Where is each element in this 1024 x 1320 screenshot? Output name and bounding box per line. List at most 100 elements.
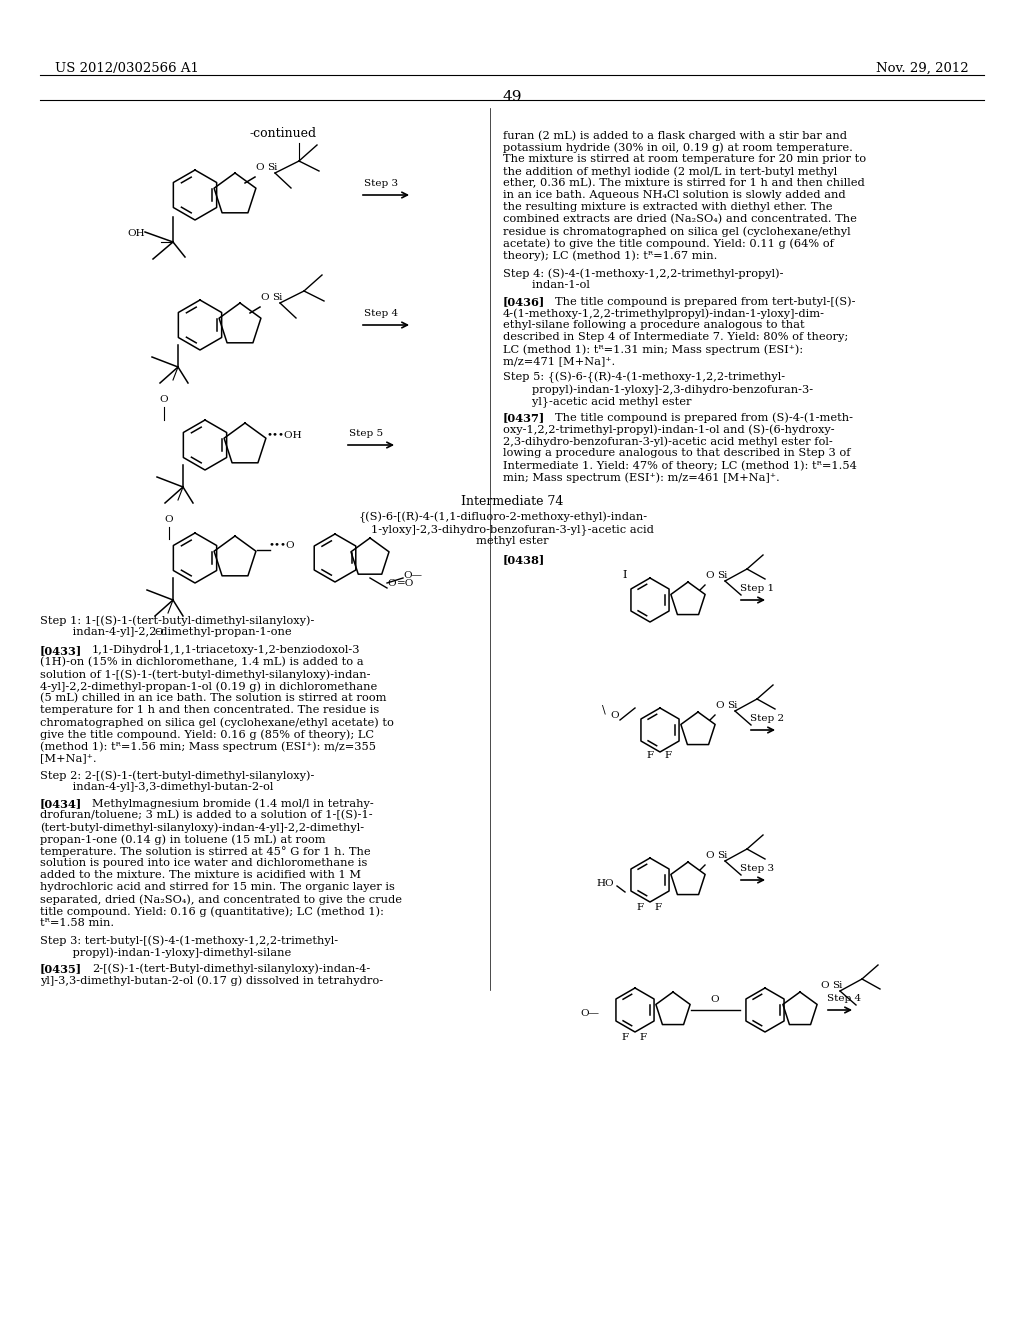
Text: I: I [623, 570, 628, 579]
Text: temperature. The solution is stirred at 45° G for 1 h. The: temperature. The solution is stirred at … [40, 846, 371, 857]
Text: Intermediate 74: Intermediate 74 [461, 495, 563, 508]
Text: m/z=471 [M+Na]⁺.: m/z=471 [M+Na]⁺. [503, 356, 615, 366]
Text: O—: O— [581, 1008, 599, 1018]
Text: \: \ [602, 704, 606, 714]
Text: combined extracts are dried (Na₂SO₄) and concentrated. The: combined extracts are dried (Na₂SO₄) and… [503, 214, 857, 224]
Text: Si: Si [717, 851, 727, 861]
Text: O: O [705, 572, 714, 579]
Text: indan-4-yl]-2,2-dimethyl-propan-1-one: indan-4-yl]-2,2-dimethyl-propan-1-one [40, 627, 292, 638]
Text: (method 1): tᴿ=1.56 min; Mass spectrum (ESI⁺): m/z=355: (method 1): tᴿ=1.56 min; Mass spectrum (… [40, 741, 376, 751]
Text: (5 mL) chilled in an ice bath. The solution is stirred at room: (5 mL) chilled in an ice bath. The solut… [40, 693, 386, 704]
Text: The title compound is prepared from (S)-4-(1-meth-: The title compound is prepared from (S)-… [555, 412, 853, 422]
Text: solution of 1-[(S)-1-(tert-butyl-dimethyl-silanyloxy)-indan-: solution of 1-[(S)-1-(tert-butyl-dimethy… [40, 669, 371, 680]
Text: propyl)-indan-1-yloxy]-2,3-dihydro-benzofuran-3-: propyl)-indan-1-yloxy]-2,3-dihydro-benzo… [503, 384, 813, 395]
Text: drofuran/toluene; 3 mL) is added to a solution of 1-[(S)-1-: drofuran/toluene; 3 mL) is added to a so… [40, 810, 373, 820]
Text: F: F [646, 751, 653, 760]
Text: Si: Si [272, 293, 283, 302]
Text: O: O [155, 628, 163, 638]
Text: [0436]: [0436] [503, 296, 545, 308]
Text: F: F [654, 903, 662, 912]
Text: •••OH: •••OH [267, 430, 303, 440]
Text: (tert-butyl-dimethyl-silanyloxy)-indan-4-yl]-2,2-dimethyl-: (tert-butyl-dimethyl-silanyloxy)-indan-4… [40, 822, 365, 833]
Text: LC (method 1): tᴿ=1.31 min; Mass spectrum (ESI⁺):: LC (method 1): tᴿ=1.31 min; Mass spectru… [503, 345, 803, 355]
Text: O: O [705, 851, 714, 861]
Text: the resulting mixture is extracted with diethyl ether. The: the resulting mixture is extracted with … [503, 202, 833, 213]
Text: separated, dried (Na₂SO₄), and concentrated to give the crude: separated, dried (Na₂SO₄), and concentra… [40, 894, 402, 904]
Text: give the title compound. Yield: 0.16 g (85% of theory); LC: give the title compound. Yield: 0.16 g (… [40, 729, 374, 739]
Text: The mixture is stirred at room temperature for 20 min prior to: The mixture is stirred at room temperatu… [503, 154, 866, 164]
Text: ethyl-silane following a procedure analogous to that: ethyl-silane following a procedure analo… [503, 319, 805, 330]
Text: 4-(1-methoxy-1,2,2-trimethylpropyl)-indan-1-yloxy]-dim-: 4-(1-methoxy-1,2,2-trimethylpropyl)-inda… [503, 308, 825, 318]
Text: -continued: -continued [250, 127, 317, 140]
Text: potassium hydride (30% in oil, 0.19 g) at room temperature.: potassium hydride (30% in oil, 0.19 g) a… [503, 143, 853, 153]
Text: [0437]: [0437] [503, 412, 545, 422]
Text: {(S)-6-[(R)-4-(1,1-difluoro-2-methoxy-ethyl)-indan-: {(S)-6-[(R)-4-(1,1-difluoro-2-methoxy-et… [358, 512, 647, 523]
Text: Si: Si [727, 701, 737, 710]
Text: O: O [387, 578, 395, 587]
Text: described in Step 4 of Intermediate 7. Yield: 80% of theory;: described in Step 4 of Intermediate 7. Y… [503, 333, 848, 342]
Text: chromatographed on silica gel (cyclohexane/ethyl acetate) to: chromatographed on silica gel (cyclohexa… [40, 717, 394, 727]
Text: 4-yl]-2,2-dimethyl-propan-1-ol (0.19 g) in dichloromethane: 4-yl]-2,2-dimethyl-propan-1-ol (0.19 g) … [40, 681, 377, 692]
Text: Si: Si [717, 572, 727, 579]
Text: Step 1: Step 1 [740, 583, 774, 593]
Text: lowing a procedure analogous to that described in Step 3 of: lowing a procedure analogous to that des… [503, 447, 851, 458]
Text: acetate) to give the title compound. Yield: 0.11 g (64% of: acetate) to give the title compound. Yie… [503, 238, 834, 248]
Text: 1,1-Dihydro-1,1,1-triacetoxy-1,2-benziodoxol-3: 1,1-Dihydro-1,1,1-triacetoxy-1,2-benziod… [92, 645, 360, 655]
Text: the addition of methyl iodide (2 mol/L in tert-butyl methyl: the addition of methyl iodide (2 mol/L i… [503, 166, 838, 177]
Text: theory); LC (method 1): tᴿ=1.67 min.: theory); LC (method 1): tᴿ=1.67 min. [503, 249, 718, 260]
Text: O: O [255, 162, 263, 172]
Text: O: O [160, 395, 168, 404]
Text: The title compound is prepared from tert-butyl-[(S)-: The title compound is prepared from tert… [555, 296, 855, 306]
Text: F: F [639, 1034, 646, 1041]
Text: 49: 49 [502, 90, 522, 104]
Text: furan (2 mL) is added to a flask charged with a stir bar and: furan (2 mL) is added to a flask charged… [503, 129, 847, 140]
Text: O: O [610, 711, 620, 719]
Text: propyl)-indan-1-yloxy]-dimethyl-silane: propyl)-indan-1-yloxy]-dimethyl-silane [40, 946, 291, 957]
Text: Nov. 29, 2012: Nov. 29, 2012 [877, 62, 969, 75]
Text: solution is poured into ice water and dichloromethane is: solution is poured into ice water and di… [40, 858, 368, 869]
Text: HO: HO [596, 879, 613, 888]
Text: Step 3: tert-butyl-[(S)-4-(1-methoxy-1,2,2-trimethyl-: Step 3: tert-butyl-[(S)-4-(1-methoxy-1,2… [40, 935, 338, 945]
Text: 2,3-dihydro-benzofuran-3-yl)-acetic acid methyl ester fol-: 2,3-dihydro-benzofuran-3-yl)-acetic acid… [503, 436, 833, 446]
Text: temperature for 1 h and then concentrated. The residue is: temperature for 1 h and then concentrate… [40, 705, 379, 715]
Text: [M+Na]⁺.: [M+Na]⁺. [40, 752, 96, 763]
Text: =O: =O [397, 579, 415, 587]
Text: tᴿ=1.58 min.: tᴿ=1.58 min. [40, 917, 114, 928]
Text: US 2012/0302566 A1: US 2012/0302566 A1 [55, 62, 199, 75]
Text: O: O [820, 981, 828, 990]
Text: added to the mixture. The mixture is acidified with 1 M: added to the mixture. The mixture is aci… [40, 870, 361, 880]
Text: in an ice bath. Aqueous NH₄Cl solution is slowly added and: in an ice bath. Aqueous NH₄Cl solution i… [503, 190, 846, 201]
Text: [0433]: [0433] [40, 645, 82, 656]
Text: hydrochloric acid and stirred for 15 min. The organic layer is: hydrochloric acid and stirred for 15 min… [40, 882, 395, 892]
Text: O: O [715, 701, 724, 710]
Text: methyl ester: methyl ester [476, 536, 548, 546]
Text: yl}-acetic acid methyl ester: yl}-acetic acid methyl ester [503, 396, 691, 407]
Text: Step 2: 2-[(S)-1-(tert-butyl-dimethyl-silanyloxy)-: Step 2: 2-[(S)-1-(tert-butyl-dimethyl-si… [40, 770, 314, 780]
Text: indan-1-ol: indan-1-ol [503, 280, 590, 290]
Text: Step 2: Step 2 [750, 714, 784, 723]
Text: Si: Si [831, 981, 843, 990]
Text: Step 4: Step 4 [827, 994, 861, 1003]
Text: residue is chromatographed on silica gel (cyclohexane/ethyl: residue is chromatographed on silica gel… [503, 226, 851, 236]
Text: Step 3: Step 3 [364, 180, 398, 187]
Text: Step 1: 1-[(S)-1-(tert-butyl-dimethyl-silanyloxy)-: Step 1: 1-[(S)-1-(tert-butyl-dimethyl-si… [40, 615, 314, 626]
Text: F: F [622, 1034, 629, 1041]
Text: Step 4: (S)-4-(1-methoxy-1,2,2-trimethyl-propyl)-: Step 4: (S)-4-(1-methoxy-1,2,2-trimethyl… [503, 268, 783, 279]
Text: F: F [637, 903, 643, 912]
Text: Si: Si [267, 162, 278, 172]
Text: indan-4-yl]-3,3-dimethyl-butan-2-ol: indan-4-yl]-3,3-dimethyl-butan-2-ol [40, 781, 273, 792]
Text: [0434]: [0434] [40, 799, 82, 809]
Text: Step 4: Step 4 [364, 309, 398, 318]
Text: O: O [711, 995, 719, 1005]
Text: [0435]: [0435] [40, 964, 82, 974]
Text: (1H)-on (15% in dichloromethane, 1.4 mL) is added to a: (1H)-on (15% in dichloromethane, 1.4 mL)… [40, 657, 364, 668]
Text: min; Mass spectrum (ESI⁺): m/z=461 [M+Na]⁺.: min; Mass spectrum (ESI⁺): m/z=461 [M+Na… [503, 473, 779, 483]
Text: [0438]: [0438] [503, 554, 545, 565]
Text: Step 5: {(S)-6-{(R)-4-(1-methoxy-1,2,2-trimethyl-: Step 5: {(S)-6-{(R)-4-(1-methoxy-1,2,2-t… [503, 372, 785, 383]
Text: Step 3: Step 3 [740, 865, 774, 873]
Text: Step 5: Step 5 [349, 429, 383, 438]
Text: Intermediate 1. Yield: 47% of theory; LC (method 1): tᴿ=1.54: Intermediate 1. Yield: 47% of theory; LC… [503, 459, 857, 470]
Text: oxy-1,2,2-trimethyl-propyl)-indan-1-ol and (S)-(6-hydroxy-: oxy-1,2,2-trimethyl-propyl)-indan-1-ol a… [503, 424, 835, 434]
Text: yl]-3,3-dimethyl-butan-2-ol (0.17 g) dissolved in tetrahydro-: yl]-3,3-dimethyl-butan-2-ol (0.17 g) dis… [40, 975, 383, 986]
Text: Methylmagnesium bromide (1.4 mol/l in tetrahy-: Methylmagnesium bromide (1.4 mol/l in te… [92, 799, 374, 809]
